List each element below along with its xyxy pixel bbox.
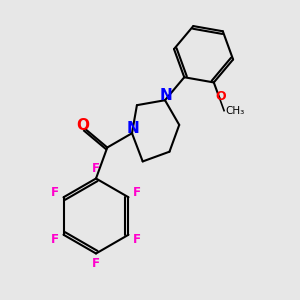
Text: F: F [92,256,100,270]
Text: F: F [92,162,100,176]
Text: N: N [127,121,140,136]
Text: O: O [76,118,89,133]
Text: F: F [51,233,59,246]
Text: O: O [216,90,226,103]
Text: N: N [160,88,172,103]
Text: F: F [133,186,141,199]
Text: F: F [133,233,141,246]
Text: CH₃: CH₃ [226,106,245,116]
Text: F: F [51,186,59,199]
